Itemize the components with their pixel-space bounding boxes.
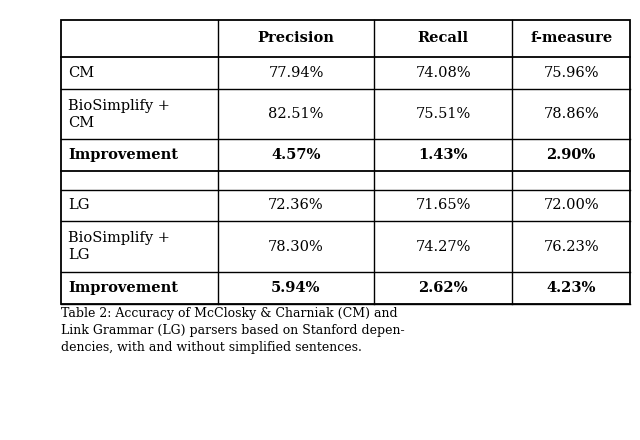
Text: 76.23%: 76.23%	[543, 240, 599, 253]
Text: 77.94%: 77.94%	[268, 66, 324, 80]
Text: 2.90%: 2.90%	[547, 148, 596, 162]
Text: 82.51%: 82.51%	[268, 107, 324, 121]
Text: BioSimplify +
LG: BioSimplify + LG	[68, 231, 170, 262]
Text: Table 2: Accuracy of McClosky & Charniak (CM) and: Table 2: Accuracy of McClosky & Charniak…	[61, 307, 397, 320]
Text: 71.65%: 71.65%	[415, 198, 471, 213]
Text: 74.08%: 74.08%	[415, 66, 471, 80]
Text: Link Grammar (LG) parsers based on Stanford depen-: Link Grammar (LG) parsers based on Stanf…	[61, 324, 404, 337]
Text: 72.36%: 72.36%	[268, 198, 324, 213]
Text: 4.57%: 4.57%	[271, 148, 321, 162]
Text: 74.27%: 74.27%	[415, 240, 471, 253]
Text: Improvement: Improvement	[68, 148, 179, 162]
Text: Improvement: Improvement	[68, 281, 179, 295]
Text: dencies, with and without simplified sentences.: dencies, with and without simplified sen…	[61, 341, 362, 354]
Text: BioSimplify +
CM: BioSimplify + CM	[68, 99, 170, 130]
Text: f-measure: f-measure	[530, 32, 612, 45]
Text: 72.00%: 72.00%	[543, 198, 599, 213]
Bar	[61, 20, 630, 304]
Text: LG: LG	[68, 198, 90, 213]
Text: 5.94%: 5.94%	[271, 281, 321, 295]
Text: Recall: Recall	[418, 32, 468, 45]
Text: 78.86%: 78.86%	[543, 107, 599, 121]
Text: CM: CM	[68, 66, 95, 80]
Text: 78.30%: 78.30%	[268, 240, 324, 253]
Text: 75.51%: 75.51%	[415, 107, 471, 121]
Text: 4.23%: 4.23%	[547, 281, 596, 295]
Text: 1.43%: 1.43%	[419, 148, 468, 162]
Text: Precision: Precision	[257, 32, 335, 45]
Text: 75.96%: 75.96%	[543, 66, 599, 80]
Text: 2.62%: 2.62%	[419, 281, 468, 295]
